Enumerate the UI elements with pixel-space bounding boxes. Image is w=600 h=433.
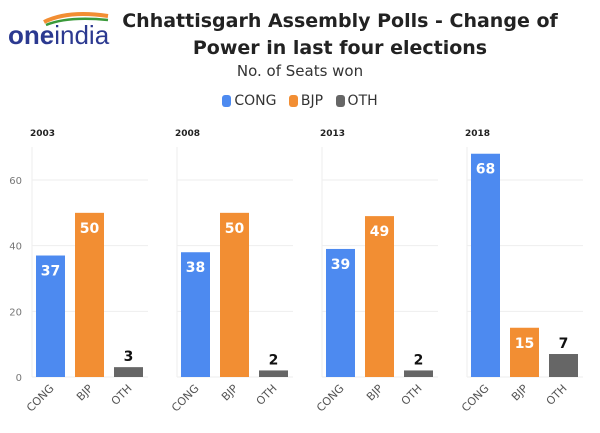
chart-subtitle: No. of Seats won <box>236 62 364 80</box>
y-tick-label: 60 <box>9 176 22 187</box>
y-tick-label: 0 <box>16 373 22 384</box>
panel-2018: 2018 68 CONG 15 BJP 7 OTH <box>459 129 583 415</box>
bar-bjp[interactable] <box>510 327 539 377</box>
y-tick-label: 40 <box>9 242 22 253</box>
data-label: 37 <box>41 264 60 280</box>
data-label: 38 <box>186 260 205 276</box>
x-tick-label: CONG <box>24 382 57 415</box>
bar-cong[interactable] <box>326 248 355 377</box>
x-tick-label: CONG <box>314 382 347 415</box>
bar-bjp[interactable] <box>75 212 104 377</box>
x-tick-label: CONG <box>169 382 202 415</box>
x-tick-label: OTH <box>254 382 280 408</box>
x-tick-label: BJP <box>364 382 386 404</box>
bar-oth[interactable] <box>404 370 433 377</box>
bar-cong[interactable] <box>36 255 65 377</box>
panel-label: 2008 <box>175 129 200 139</box>
bar-cong[interactable] <box>181 252 210 377</box>
x-tick-label: OTH <box>109 382 135 408</box>
data-label: 2 <box>414 352 424 368</box>
x-tick-label: BJP <box>74 382 96 404</box>
legend-label: OTH <box>347 93 378 109</box>
x-tick-label: OTH <box>544 382 570 408</box>
legend-item-bjp[interactable]: BJP <box>288 93 324 109</box>
data-label: 50 <box>225 221 245 237</box>
svg-text:oneindia: oneindia <box>8 20 110 48</box>
data-label: 68 <box>476 162 495 178</box>
bar-oth[interactable] <box>114 367 143 377</box>
legend-label: BJP <box>300 93 324 109</box>
bar-oth[interactable] <box>259 370 288 377</box>
legend-label: CONG <box>234 93 277 109</box>
bar-oth[interactable] <box>549 354 578 377</box>
legend: CONG BJP OTH <box>0 93 600 111</box>
panel-2013: 2013 39 CONG 49 BJP 2 OTH <box>314 129 438 415</box>
panel-2003: 2003 0 20 40 60 37 CONG 50 BJP 3 OTH <box>9 129 148 415</box>
panel-label: 2013 <box>320 129 345 139</box>
data-label: 7 <box>559 336 569 352</box>
legend-item-cong[interactable]: CONG <box>222 93 276 109</box>
data-label: 49 <box>370 224 389 240</box>
data-label: 50 <box>80 221 100 237</box>
bar-bjp[interactable] <box>220 212 249 377</box>
data-label: 39 <box>331 257 350 273</box>
y-tick-label: 20 <box>9 307 22 318</box>
panel-label: 2003 <box>30 129 55 139</box>
panel-2008: 2008 38 CONG 50 BJP 2 OTH <box>169 129 293 415</box>
oneindia-logo: oneindia <box>8 12 110 48</box>
x-tick-label: OTH <box>399 382 425 408</box>
data-label: 3 <box>124 349 134 365</box>
legend-item-oth[interactable]: OTH <box>335 93 378 109</box>
bar-bjp[interactable] <box>365 216 394 377</box>
data-label: 15 <box>515 336 534 352</box>
x-tick-label: BJP <box>219 382 241 404</box>
data-label: 2 <box>269 352 279 368</box>
chart-title: Chhattisgarh Assembly Polls - Change of … <box>122 10 558 59</box>
x-tick-label: CONG <box>459 382 492 415</box>
bar-cong[interactable] <box>471 153 500 377</box>
panel-label: 2018 <box>465 129 490 139</box>
x-tick-label: BJP <box>509 382 531 404</box>
